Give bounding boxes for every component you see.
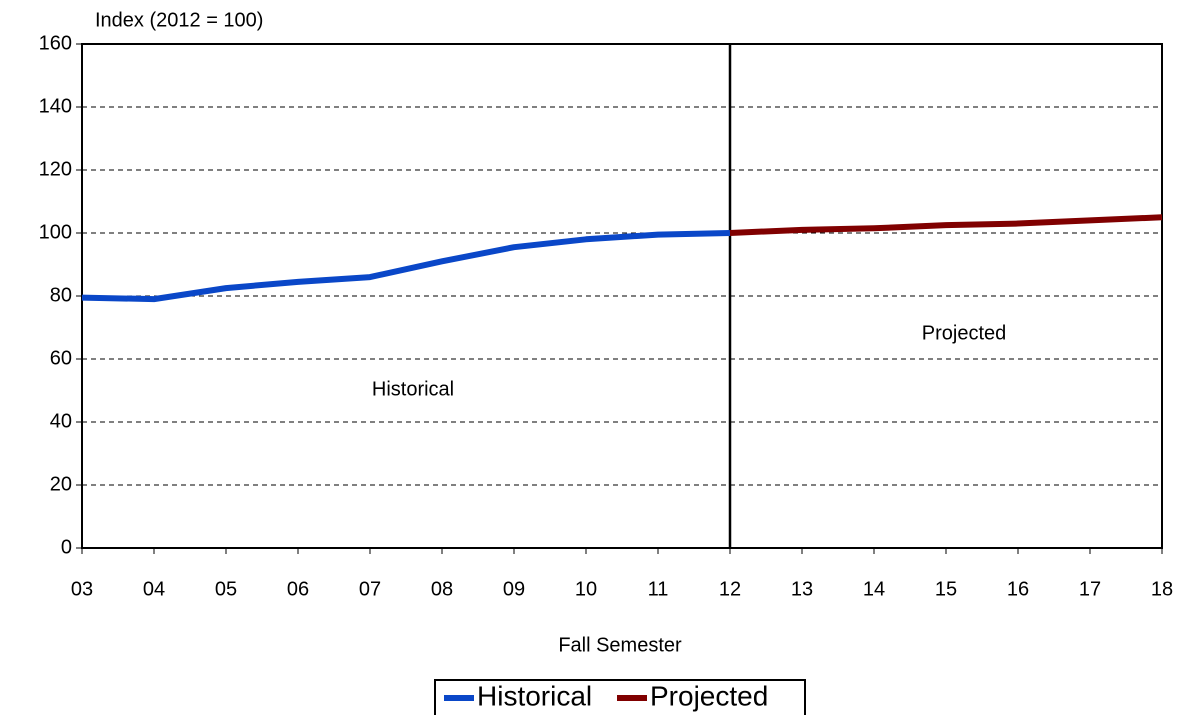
x-tick-label: 05 bbox=[215, 578, 237, 600]
series-line bbox=[81, 230, 731, 303]
y-tick-label: 40 bbox=[50, 410, 72, 432]
x-tick-label: 07 bbox=[359, 578, 381, 600]
y-tick-label: 160 bbox=[39, 32, 72, 54]
y-tick-label: 120 bbox=[39, 158, 72, 180]
annotation: Historical bbox=[372, 378, 454, 400]
y-tick-label: 140 bbox=[39, 95, 72, 117]
legend-label: Historical bbox=[477, 680, 592, 711]
x-tick-label: 13 bbox=[791, 578, 813, 600]
x-tick-label: 16 bbox=[1007, 578, 1029, 600]
y-tick-label: 80 bbox=[50, 284, 72, 306]
x-tick-label: 09 bbox=[503, 578, 525, 600]
x-tick-label: 12 bbox=[719, 578, 741, 600]
x-tick-label: 08 bbox=[431, 578, 453, 600]
y-tick-label: 0 bbox=[61, 536, 72, 558]
x-tick-label: 15 bbox=[935, 578, 957, 600]
y-tick-label: 60 bbox=[50, 347, 72, 369]
y-tick-label: 100 bbox=[39, 221, 72, 243]
x-tick-label: 17 bbox=[1079, 578, 1101, 600]
plot-frame bbox=[81, 43, 1163, 549]
legend-label: Projected bbox=[650, 680, 768, 711]
x-tick-label: 18 bbox=[1151, 578, 1173, 600]
annotation: Projected bbox=[922, 322, 1007, 344]
y-axis-label: Index (2012 = 100) bbox=[95, 9, 263, 31]
y-tick-label: 20 bbox=[50, 473, 72, 495]
x-tick-label: 11 bbox=[648, 578, 669, 600]
x-axis-label: Fall Semester bbox=[558, 634, 682, 656]
x-tick-label: 04 bbox=[143, 578, 165, 600]
x-tick-label: 14 bbox=[863, 578, 885, 600]
x-tick-label: 06 bbox=[287, 578, 309, 600]
series-line bbox=[729, 214, 1163, 236]
x-tick-label: 10 bbox=[575, 578, 597, 600]
x-tick-label: 03 bbox=[71, 578, 93, 600]
